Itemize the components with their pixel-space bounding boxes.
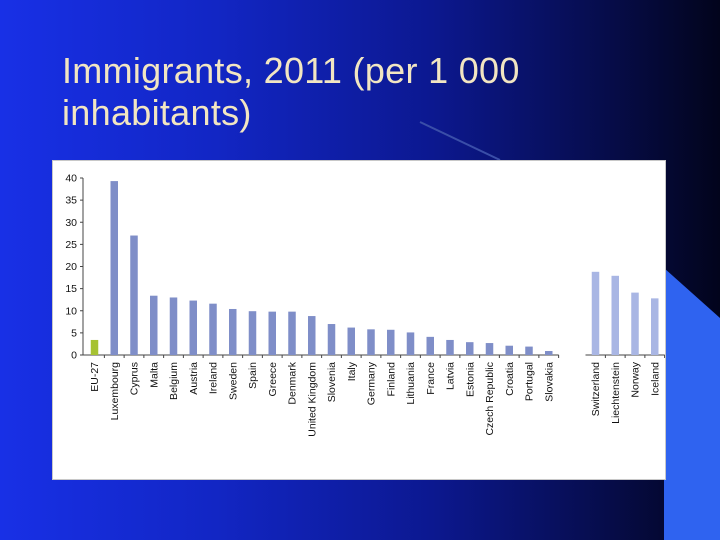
bar <box>505 345 513 355</box>
decorative-blue-shape <box>664 268 720 540</box>
bar <box>387 329 395 355</box>
bar <box>611 275 619 355</box>
x-tick-label: Norway <box>630 361 642 397</box>
x-tick-label: Lithuania <box>405 362 417 405</box>
y-tick-label: 15 <box>65 283 77 295</box>
decorative-line <box>419 121 501 161</box>
x-tick-label: Czech Republic <box>484 362 496 436</box>
bar <box>367 329 375 355</box>
x-tick-label: Denmark <box>287 361 299 404</box>
y-tick-label: 10 <box>65 305 77 317</box>
x-tick-label: Greece <box>267 362 279 397</box>
x-tick-label: Finland <box>385 362 397 397</box>
x-tick-label: France <box>425 362 437 395</box>
x-tick-label: Croatia <box>504 362 516 396</box>
x-tick-label: Latvia <box>445 362 457 390</box>
chart-panel: 0 5 10 15 20 25 30 35 40 EU-27 Luxembourg Cyprus Mal… <box>52 160 666 480</box>
y-tick-label: 30 <box>65 217 77 229</box>
y-tick-label: 0 <box>71 350 77 362</box>
bar <box>631 292 639 355</box>
bar <box>169 297 178 355</box>
bar <box>268 311 276 355</box>
bar <box>110 181 118 355</box>
bar <box>189 300 197 355</box>
y-tick-label: 5 <box>71 327 77 339</box>
x-tick-label: Belgium <box>168 362 180 400</box>
x-tick-label: Slovakia <box>543 362 555 402</box>
x-tick-label: Sweden <box>227 362 239 400</box>
x-tick-label: Luxembourg <box>109 362 121 421</box>
x-tick-label: Spain <box>247 362 259 389</box>
bar <box>651 298 659 355</box>
bar <box>209 303 217 355</box>
bar <box>248 311 257 355</box>
bar-chart: 0 5 10 15 20 25 30 35 40 EU-27 Luxembourg Cyprus Mal… <box>65 173 665 437</box>
bar <box>406 332 415 355</box>
bar <box>90 339 99 355</box>
x-tick-label: Cyprus <box>129 362 141 395</box>
x-tick-label: Germany <box>366 361 378 405</box>
x-tick-label: Austria <box>188 362 200 395</box>
bar <box>545 351 553 355</box>
bar <box>446 339 454 355</box>
x-tick-label: Malta <box>148 362 160 388</box>
x-tick-label: Slovenia <box>326 362 338 402</box>
y-tick-label: 35 <box>65 195 77 207</box>
bar <box>229 308 237 355</box>
x-tick-label: Estonia <box>464 362 476 397</box>
bar <box>485 343 494 355</box>
x-tick-label: Liechtenstein <box>610 362 622 424</box>
x-tick-label: Ireland <box>208 362 220 394</box>
bar <box>130 235 138 355</box>
bar <box>150 295 158 355</box>
y-tick-label: 25 <box>65 239 77 251</box>
bar <box>347 327 355 355</box>
bar <box>525 346 533 355</box>
bar <box>308 316 316 355</box>
y-tick-label: 20 <box>65 261 77 273</box>
slide-title: Immigrants, 2011 (per 1 000 inhabitants) <box>62 50 520 133</box>
x-tick-label: EU-27 <box>89 362 101 392</box>
x-tick-label: Portugal <box>524 362 536 401</box>
bar <box>288 311 296 355</box>
bar <box>327 324 336 355</box>
x-tick-label: Iceland <box>649 362 661 396</box>
x-tick-label: Italy <box>346 361 358 381</box>
bar <box>426 336 434 355</box>
y-tick-label: 40 <box>65 173 77 185</box>
x-tick-label: Switzerland <box>590 362 602 416</box>
bar <box>466 342 474 355</box>
x-tick-label: United Kingdom <box>306 362 318 437</box>
bar <box>591 271 600 355</box>
